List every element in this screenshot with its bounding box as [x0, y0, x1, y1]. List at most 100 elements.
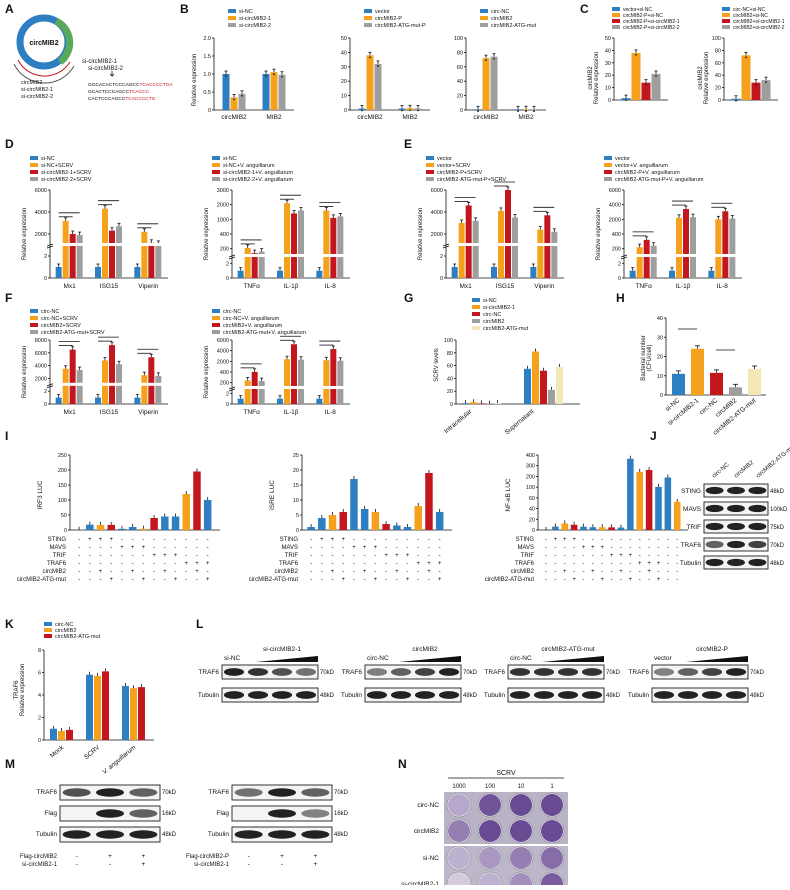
- condition-mark: -: [121, 569, 123, 575]
- dose-triangle: [256, 656, 318, 662]
- bar: [531, 109, 538, 110]
- lane-label: vector: [654, 655, 673, 662]
- group-label: IL-1β: [284, 409, 299, 416]
- data-point: [233, 99, 235, 101]
- condition-mark: +: [331, 537, 335, 543]
- condition-mark: +: [647, 569, 651, 575]
- condition-mark: -: [374, 553, 376, 559]
- legend-swatch: [30, 323, 38, 327]
- panel-letter-B: B: [180, 2, 189, 16]
- group-label: IL-8: [717, 283, 729, 290]
- data-point: [265, 75, 267, 77]
- legend-swatch: [612, 19, 620, 23]
- y-tick-label: 2: [44, 254, 47, 260]
- blot-band: [301, 809, 329, 817]
- condition-mark: -: [639, 545, 641, 551]
- bar: [676, 218, 682, 278]
- bar: [279, 75, 286, 110]
- bar: [652, 74, 661, 100]
- condition-mark: -: [396, 561, 398, 567]
- plate-well-stain: [510, 820, 532, 842]
- legend-swatch: [612, 7, 620, 11]
- legend-swatch: [44, 622, 52, 626]
- legend-swatch: [480, 16, 488, 20]
- condition-mark: +: [638, 561, 642, 567]
- condition-mark: +: [619, 553, 623, 559]
- bar: [58, 731, 65, 740]
- bar: [307, 527, 315, 530]
- bar: [138, 687, 145, 740]
- blot-row-label: TRAF6: [484, 669, 505, 676]
- y-tick-label: 50: [605, 36, 611, 42]
- bar: [148, 243, 154, 278]
- condition-mark: -: [185, 569, 187, 575]
- bar-break-gap: [133, 243, 163, 246]
- plate-well-stain: [479, 820, 501, 842]
- bar: [350, 479, 358, 530]
- legend-swatch: [604, 170, 612, 174]
- y-tick-label: 200: [58, 468, 67, 474]
- blot-band: [301, 830, 329, 838]
- condition-mark: +: [406, 577, 410, 583]
- y-axis-title: Relative expression: [704, 52, 710, 104]
- blot-band: [391, 691, 411, 699]
- blot-band: [534, 691, 554, 699]
- condition-mark: -: [110, 569, 112, 575]
- legend-label: si-circMIB2-1: [483, 305, 515, 311]
- molecular-weight-label: 70kD: [750, 670, 765, 676]
- molecular-weight-label: 48kD: [320, 693, 335, 699]
- condition-mark: -: [121, 537, 123, 543]
- condition-mark: -: [564, 545, 566, 551]
- bar: [523, 109, 530, 110]
- legend-label: circMIB2: [483, 319, 504, 325]
- legend-swatch: [10, 94, 18, 98]
- bar: [223, 74, 230, 110]
- bar: [512, 218, 518, 279]
- y-tick-label: 2.0: [203, 36, 211, 42]
- y-tick-label: 20: [447, 389, 453, 395]
- blot-band: [678, 691, 698, 699]
- legend-swatch: [30, 330, 38, 334]
- bar: [690, 217, 696, 278]
- blot-band: [391, 668, 411, 676]
- lane-label: circ-NC: [367, 655, 389, 662]
- plate-well-stain: [448, 794, 470, 816]
- y-tick-label: 80: [447, 351, 453, 357]
- condition-mark: -: [321, 569, 323, 575]
- y-tick-label: 30: [341, 65, 347, 71]
- blot-band: [129, 788, 157, 796]
- condition-mark: -: [611, 537, 613, 543]
- condition-mark: -: [353, 553, 355, 559]
- condition-mark: -: [164, 545, 166, 551]
- group-label: MIB2: [518, 114, 534, 121]
- bar: [530, 267, 536, 278]
- blot-band: [272, 668, 292, 676]
- primer-label: si-circMIB2-1: [82, 59, 118, 65]
- legend-label: si-NC: [483, 298, 497, 304]
- bar: [150, 518, 158, 530]
- condition-mark: -: [332, 553, 334, 559]
- molecular-weight-label: 48kD: [606, 693, 621, 699]
- blot-band: [706, 523, 724, 530]
- y-tick-label: 80: [715, 48, 721, 54]
- dilution-label: 1000: [452, 784, 466, 790]
- blot-band: [654, 668, 674, 676]
- condition-label: TRAF6: [515, 561, 535, 567]
- legend-swatch: [472, 319, 480, 323]
- condition-mark: -: [648, 537, 650, 543]
- blot-band: [678, 668, 698, 676]
- legend-swatch: [426, 156, 434, 160]
- circrna-label: circMIB2: [29, 40, 58, 47]
- condition-label: Flag-circMIB2: [20, 854, 58, 860]
- lane-label: circMIB2: [733, 460, 755, 480]
- condition-label: MAVS: [517, 545, 534, 551]
- condition-mark: -: [89, 561, 91, 567]
- bar: [56, 398, 62, 404]
- condition-mark: -: [564, 553, 566, 559]
- condition-mark: -: [89, 545, 91, 551]
- y-tick-label: 200: [220, 247, 229, 253]
- condition-mark: -: [121, 553, 123, 559]
- blot-band: [248, 668, 268, 676]
- bar: [337, 361, 343, 404]
